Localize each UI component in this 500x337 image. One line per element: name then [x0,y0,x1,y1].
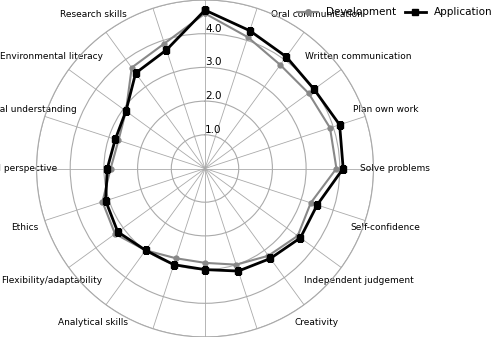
Legend: Development, Application: Development, Application [295,5,495,19]
